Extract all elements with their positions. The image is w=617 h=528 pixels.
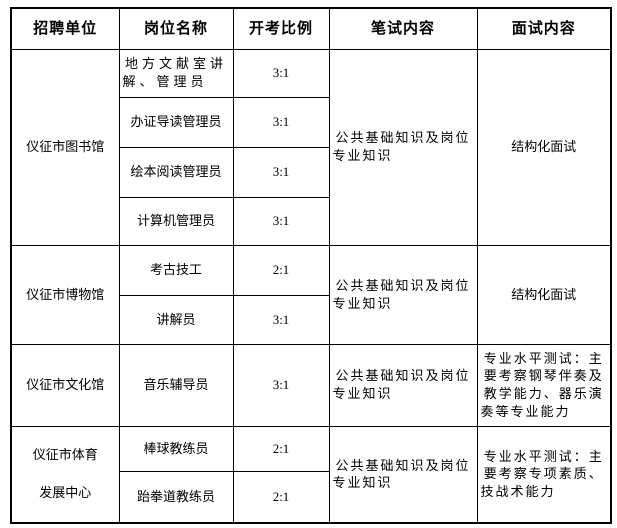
ratio-cell: 3:1: [232, 146, 330, 198]
unit-cell-museum: 仪征市博物馆: [10, 244, 120, 345]
unit-cell-sports: 仪征市体育发展中心: [10, 425, 120, 524]
ratio-cell: 3:1: [232, 294, 330, 345]
position-cell: 办证导读管理员: [118, 96, 234, 148]
column-header-ratio: 开考比例: [232, 7, 330, 50]
table-row: 仪征市博物馆 考古技工 2:1 公共基础知识及岗位专业知识 结构化面试: [10, 244, 612, 345]
ratio-cell: 2:1: [232, 244, 330, 296]
unit-cell-culture: 仪征市文化馆: [10, 343, 120, 427]
recruitment-table: 招聘单位 岗位名称 开考比例 笔试内容 面试内容 仪征市图书馆 地方文献室讲解、…: [10, 7, 612, 524]
column-header-interview: 面试内容: [476, 7, 612, 50]
header-row: 招聘单位 岗位名称 开考比例 笔试内容 面试内容: [10, 7, 612, 50]
table-row: 讲解员 3:1: [11, 294, 611, 345]
position-cell: 绘本阅读管理员: [118, 146, 234, 198]
table-row: 仪征市体育发展中心 棒球教练员 2:1 公共基础知识及岗位专业知识 专业水平测试…: [10, 425, 612, 524]
ratio-cell: 3:1: [232, 196, 330, 246]
interview-cell: 专业水平测试：主要考察钢琴伴奏及教学能力、器乐演奏等专业能力: [476, 343, 612, 427]
written-test-cell: 公共基础知识及岗位专业知识: [328, 343, 478, 427]
unit-cell-sports-text: 仪征市体育发展中心: [32, 447, 98, 501]
ratio-cell: 2:1: [232, 470, 330, 524]
written-test-cell: 公共基础知识及岗位专业知识: [328, 244, 478, 345]
column-header-position: 岗位名称: [118, 7, 234, 50]
interview-cell: 结构化面试: [476, 244, 612, 345]
written-test-cell: 公共基础知识及岗位专业知识: [328, 48, 478, 246]
position-cell: 音乐辅导员: [118, 343, 234, 427]
position-cell: 地方文献室讲解、管理员: [118, 48, 234, 98]
unit-cell-library: 仪征市图书馆: [10, 48, 120, 246]
interview-cell: 专业水平测试：主要考察专项素质、技战术能力: [476, 425, 612, 524]
table-row: 计算机管理员 3:1: [11, 196, 611, 246]
position-cell: 讲解员: [118, 294, 234, 345]
position-cell: 跆拳道教练员: [118, 470, 234, 524]
ratio-cell: 2:1: [232, 425, 330, 472]
table-row: 办证导读管理员 3:1: [11, 96, 611, 148]
written-test-cell: 公共基础知识及岗位专业知识: [328, 425, 478, 524]
position-cell: 计算机管理员: [118, 196, 234, 246]
ratio-cell: 3:1: [232, 48, 330, 98]
ratio-cell: 3:1: [232, 96, 330, 148]
table-row: 仪征市图书馆 地方文献室讲解、管理员 3:1 公共基础知识及岗位专业知识 结构化…: [10, 48, 612, 246]
position-cell: 考古技工: [118, 244, 234, 296]
table-row: 仪征市文化馆 音乐辅导员 3:1 公共基础知识及岗位专业知识 专业水平测试：主要…: [10, 343, 612, 427]
position-cell: 棒球教练员: [118, 425, 234, 472]
column-header-written-test: 笔试内容: [328, 7, 478, 50]
ratio-cell: 3:1: [232, 343, 330, 427]
column-header-unit: 招聘单位: [10, 7, 120, 50]
interview-cell: 结构化面试: [476, 48, 612, 246]
table-row: 绘本阅读管理员 3:1: [11, 146, 611, 198]
table-row: 跆拳道教练员 2:1: [11, 470, 611, 524]
